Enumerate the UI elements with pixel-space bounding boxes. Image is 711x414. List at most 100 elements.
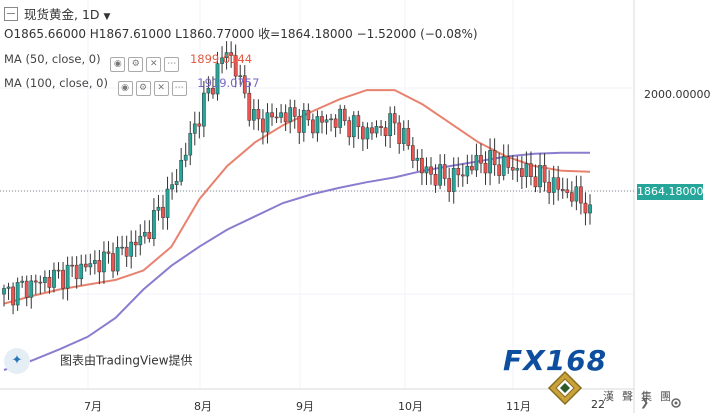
candle-body <box>279 112 283 118</box>
candle-body <box>74 264 79 280</box>
candle-body <box>483 162 488 174</box>
candle-body <box>52 269 56 288</box>
scroll-right-icon[interactable]: ❯ <box>640 396 650 409</box>
candle-body <box>133 241 138 246</box>
candle-body <box>183 154 188 161</box>
more-icon[interactable]: ⋯ <box>164 57 180 72</box>
candle-body <box>315 116 320 134</box>
candle-body <box>88 263 93 268</box>
candle-body <box>451 168 456 192</box>
close-icon[interactable]: ✕ <box>146 57 162 72</box>
settings-icon[interactable]: ⚙ <box>128 57 144 72</box>
candle-body <box>215 63 220 95</box>
ma50-line <box>3 89 591 305</box>
candle-body <box>111 253 115 272</box>
candle-body <box>320 116 324 123</box>
collapse-icon[interactable] <box>4 7 18 21</box>
settings-icon[interactable]: ⚙ <box>135 81 151 96</box>
credit-text: 图表由TradingView提供 <box>60 353 193 368</box>
candle-body <box>65 264 70 289</box>
candle-body <box>274 116 279 119</box>
candle-body <box>301 109 306 133</box>
ma100-legend: MA (100, close, 0) ◉ ⚙ ✕ ⋯ 1919.0757 <box>4 76 259 96</box>
candle-body <box>410 145 415 161</box>
candle-body <box>38 281 43 284</box>
candle-body <box>515 168 520 171</box>
candle-body <box>265 112 270 133</box>
candle-body <box>347 120 352 138</box>
candle-body <box>61 269 65 289</box>
candle-body <box>97 260 102 273</box>
settings-icon[interactable] <box>668 396 684 410</box>
ohlc-readout: O1865.66000 H1867.61000 L1860.77000 收=18… <box>4 27 478 41</box>
candle-body <box>192 123 197 134</box>
candle-body <box>415 157 420 161</box>
candle-body <box>429 166 433 175</box>
candle-body <box>397 122 402 144</box>
tradingview-logo-icon: ✦ <box>4 348 30 374</box>
symbol-title[interactable]: 现货黄金, 1D <box>24 7 100 22</box>
candle-body <box>83 263 88 268</box>
candle-body <box>138 235 143 246</box>
candle-body <box>79 263 84 280</box>
candle-body <box>220 57 224 64</box>
candle-body <box>297 116 302 133</box>
ma100-label[interactable]: MA (100, close, 0) <box>4 76 108 90</box>
candle-body <box>351 115 356 138</box>
candle-body <box>115 247 120 272</box>
candle-body <box>420 157 424 174</box>
candle-body <box>529 163 533 177</box>
candle-body <box>251 109 256 121</box>
chart-legend: 现货黄金, 1D ▼ <box>4 4 110 23</box>
candle-body <box>238 75 243 77</box>
candle-body <box>197 123 202 127</box>
fx168-badge-icon <box>547 370 583 406</box>
candle-body <box>456 168 461 176</box>
candle-body <box>261 118 265 133</box>
candle-body <box>370 127 374 134</box>
candle-body <box>424 166 429 174</box>
candle-body <box>365 127 370 140</box>
candle-body <box>501 156 506 176</box>
month-label: 10月 <box>398 400 423 413</box>
more-icon[interactable]: ⋯ <box>171 81 187 96</box>
ma50-label[interactable]: MA (50, close, 0) <box>4 52 101 66</box>
candle-body <box>93 260 97 264</box>
chevron-down-icon[interactable]: ▼ <box>103 12 111 22</box>
candle-body <box>283 112 288 123</box>
candle-body <box>406 128 411 146</box>
candle-body <box>342 108 347 121</box>
candle-body <box>588 204 592 214</box>
candle-body <box>229 52 233 56</box>
month-label: 11月 <box>506 400 531 413</box>
candle-body <box>292 107 297 117</box>
candle-body <box>338 108 343 128</box>
candle-body <box>152 210 156 239</box>
close-icon[interactable]: ✕ <box>153 81 169 96</box>
candle-body <box>470 165 474 171</box>
candle-body <box>438 164 442 186</box>
candle-body <box>547 181 551 193</box>
ma100-value: 1919.0757 <box>197 76 260 90</box>
candle-body <box>206 87 211 94</box>
tradingview-credit[interactable]: ✦ 图表由TradingView提供 <box>4 348 193 374</box>
eye-icon[interactable]: ◉ <box>110 57 126 72</box>
candle-body <box>224 52 229 59</box>
candle-body <box>288 107 293 123</box>
candle-body <box>520 168 524 177</box>
candle-body <box>442 164 447 179</box>
candle-body <box>569 192 574 202</box>
candle-body <box>538 165 542 188</box>
month-label: 7月 <box>84 400 102 413</box>
candle-body <box>247 92 252 121</box>
candle-body <box>374 126 379 134</box>
month-label: 9月 <box>296 400 314 413</box>
last-price-tag: 1864.18000 <box>637 184 704 200</box>
eye-icon[interactable]: ◉ <box>117 81 133 96</box>
candle-body <box>188 133 193 156</box>
price-level-label: 2000.00000 <box>644 88 711 101</box>
month-label: 8月 <box>194 400 212 413</box>
candle-body <box>211 87 215 95</box>
candle-body <box>179 159 184 182</box>
